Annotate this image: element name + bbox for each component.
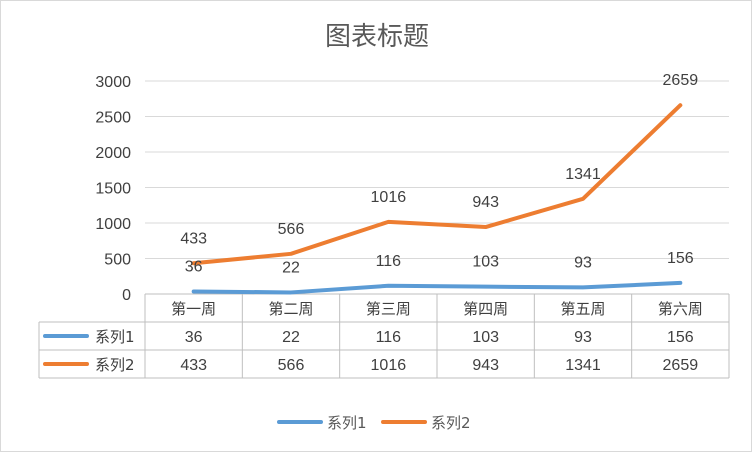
table-cell: 2659	[663, 357, 699, 374]
data-label: 566	[278, 221, 305, 238]
table-cell: 116	[376, 329, 402, 346]
data-label: 116	[376, 253, 402, 270]
x-tick-label: 第二周	[268, 300, 313, 318]
y-axis: 0 500 1000 1500 2000 2500 3000	[95, 74, 131, 304]
x-tick-label: 第三周	[366, 300, 411, 318]
table-series-name: 系列2	[95, 356, 135, 374]
table-cell: 566	[278, 357, 305, 374]
legend-label: 系列1	[327, 414, 367, 432]
data-label: 943	[472, 194, 499, 211]
y-tick-label: 2000	[95, 145, 131, 162]
x-tick-label: 第一周	[171, 300, 216, 318]
data-label: 2659	[663, 72, 699, 89]
chart-title: 图表标题	[325, 22, 429, 52]
x-tick-label: 第五周	[560, 300, 605, 318]
table-cell: 36	[185, 329, 203, 346]
table-cell: 22	[282, 329, 300, 346]
legend-label: 系列2	[431, 414, 471, 432]
plot-area	[191, 103, 683, 295]
table-cell: 1341	[565, 357, 601, 374]
data-label: 22	[282, 259, 300, 276]
gridlines	[145, 80, 729, 259]
y-tick-label: 2500	[95, 110, 131, 127]
table-cell: 433	[180, 357, 207, 374]
y-tick-label: 1500	[95, 181, 131, 198]
table-cell: 156	[667, 329, 694, 346]
series-line	[191, 280, 683, 295]
data-label: 36	[185, 258, 203, 275]
table-cell: 93	[574, 329, 592, 346]
data-label: 433	[180, 230, 207, 247]
x-tick-label: 第四周	[463, 300, 508, 318]
series-line	[191, 103, 683, 266]
data-label: 1341	[565, 166, 601, 183]
legend: 系列1 系列2	[277, 414, 471, 432]
y-tick-label: 0	[122, 287, 131, 304]
table-series-name: 系列1	[95, 328, 135, 346]
data-label: 1016	[371, 189, 407, 206]
table-cell: 1016	[371, 357, 407, 374]
x-tick-label: 第六周	[658, 300, 703, 318]
table-cell: 943	[472, 357, 499, 374]
data-labels: 36 22 116 103 93 156 433 566 1016 943 1341 2659	[180, 72, 698, 276]
data-label: 103	[472, 254, 499, 271]
y-tick-label: 500	[104, 252, 131, 269]
table-cell: 103	[472, 329, 499, 346]
y-tick-label: 1000	[95, 216, 131, 233]
y-tick-label: 3000	[95, 74, 131, 91]
data-label: 156	[667, 250, 694, 267]
data-label: 93	[574, 254, 592, 271]
